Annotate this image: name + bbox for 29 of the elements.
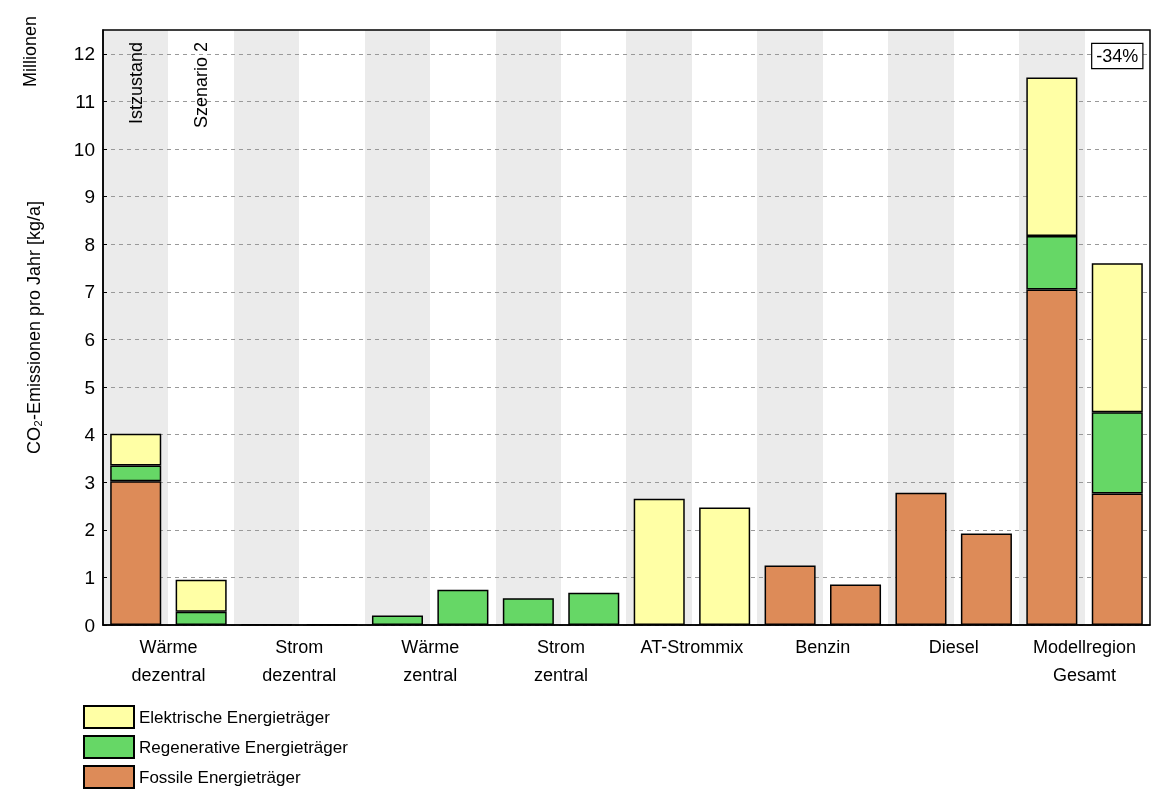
y-tick-label: 7 xyxy=(84,281,95,303)
y-tick-label: 8 xyxy=(84,233,95,255)
x-tick-label: Wärme zentral xyxy=(401,637,460,685)
legend-label: Elektrische Energieträger xyxy=(139,707,331,727)
x-tick-label: Strom zentral xyxy=(534,637,589,685)
y-tick-label: 3 xyxy=(84,471,95,493)
x-tick-label: Wärme dezentral xyxy=(131,637,206,685)
y-tick-label: 5 xyxy=(84,376,95,398)
y-tick-label: 6 xyxy=(84,328,95,350)
x-tick-label: Strom dezentral xyxy=(262,637,337,685)
y-tick-label: 10 xyxy=(73,138,95,160)
y-axis-title: CO₂-Emissionen pro Jahr [kg/a] xyxy=(24,200,44,455)
x-tick-label: Benzin xyxy=(795,637,851,657)
y-tick-label: 11 xyxy=(75,90,95,112)
x-tick-label: Diesel xyxy=(928,637,979,657)
y-tick-label: 2 xyxy=(84,519,95,541)
legend-label: Regenerative Energieträger xyxy=(139,737,349,757)
x-tick-label: AT-Strommix xyxy=(640,637,744,657)
annotation: -34% xyxy=(1096,46,1139,66)
annotation: Szenario 2 xyxy=(191,42,212,129)
y-tick-label: 9 xyxy=(84,186,95,208)
y-tick-label: 1 xyxy=(84,566,95,588)
y-tick-label: 12 xyxy=(73,43,95,65)
y-tick-label: 0 xyxy=(84,614,95,636)
annotation: Istzustand xyxy=(125,42,146,125)
y-tick-label: 4 xyxy=(84,424,96,446)
legend-label: Fossile Energieträger xyxy=(139,767,301,787)
x-tick-label: Modellregion Gesamt xyxy=(1033,637,1137,685)
text: Millionen xyxy=(20,16,40,88)
